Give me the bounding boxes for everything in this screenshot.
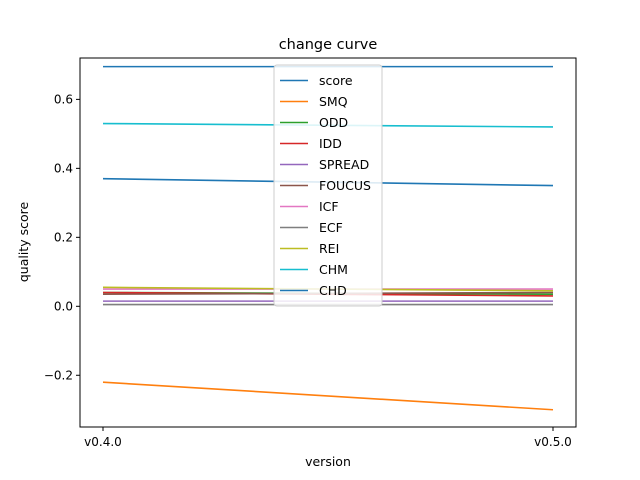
x-axis-label: version: [305, 454, 351, 469]
y-tick-label: 0.0: [54, 299, 73, 313]
legend-label-chd: CHD: [319, 283, 347, 298]
y-axis-label: quality score: [16, 202, 31, 283]
legend-label-odd: ODD: [319, 115, 348, 130]
chart-title: change curve: [279, 37, 378, 53]
y-tick-label: 0.2: [54, 230, 73, 244]
legend-label-chm: CHM: [319, 262, 348, 277]
legend-label-idd: IDD: [319, 136, 342, 151]
y-tick-label: 0.4: [54, 161, 73, 175]
legend-label-icf: ICF: [319, 199, 339, 214]
axes-frame: [79, 57, 577, 428]
legend-label-ecf: ECF: [319, 220, 343, 235]
y-tick-label: −0.2: [44, 368, 73, 382]
y-tick-label: 0.6: [54, 92, 73, 106]
legend: score SMQ ODD IDD SPREAD FOUCUS ICF ECF REI CHM CH…: [273, 64, 383, 307]
legend-label-score: score: [319, 73, 353, 88]
legend-label-spread: SPREAD: [319, 157, 369, 172]
legend-box: [273, 64, 383, 307]
x-tick-label: v0.5.0: [534, 435, 572, 449]
legend-label-foucus: FOUCUS: [319, 178, 371, 193]
legend-label-rei: REI: [319, 241, 339, 256]
series-line-smq: [102, 381, 554, 411]
legend-label-smq: SMQ: [319, 94, 348, 109]
x-tick-label: v0.4.0: [84, 435, 122, 449]
